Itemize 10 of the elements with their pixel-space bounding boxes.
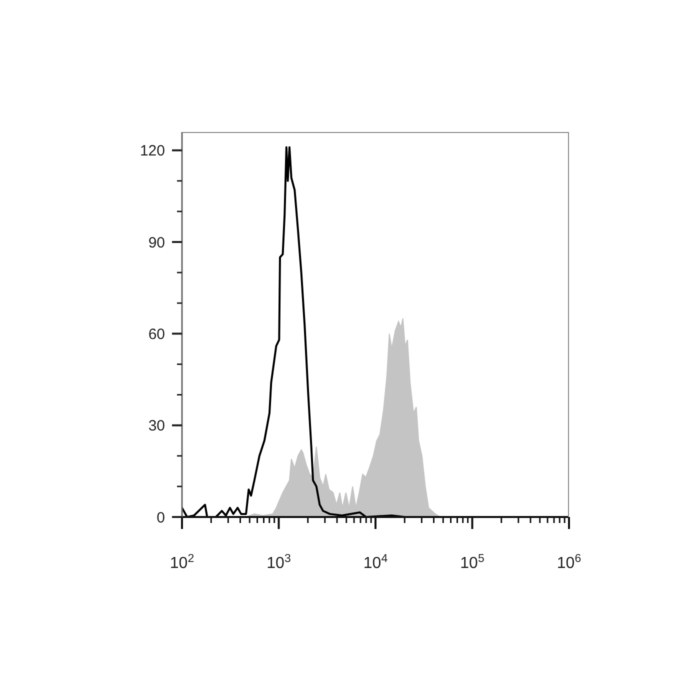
- y-tick-label: 0: [156, 509, 165, 526]
- y-tick-label: 60: [148, 326, 165, 343]
- y-tick-label: 90: [148, 234, 165, 252]
- x-tick-label: 10$^{4}$: [363, 553, 388, 572]
- x-tick-label: 10$^{2}$: [170, 553, 194, 572]
- x-tick-label: 10$^{6}$: [556, 553, 582, 572]
- y-tick-label: 30: [148, 418, 165, 435]
- x-tick-label: 10$^{3}$: [266, 553, 291, 572]
- y-tick-label: 120: [140, 142, 165, 160]
- x-tick-label: 10$^{5}$: [460, 553, 484, 572]
